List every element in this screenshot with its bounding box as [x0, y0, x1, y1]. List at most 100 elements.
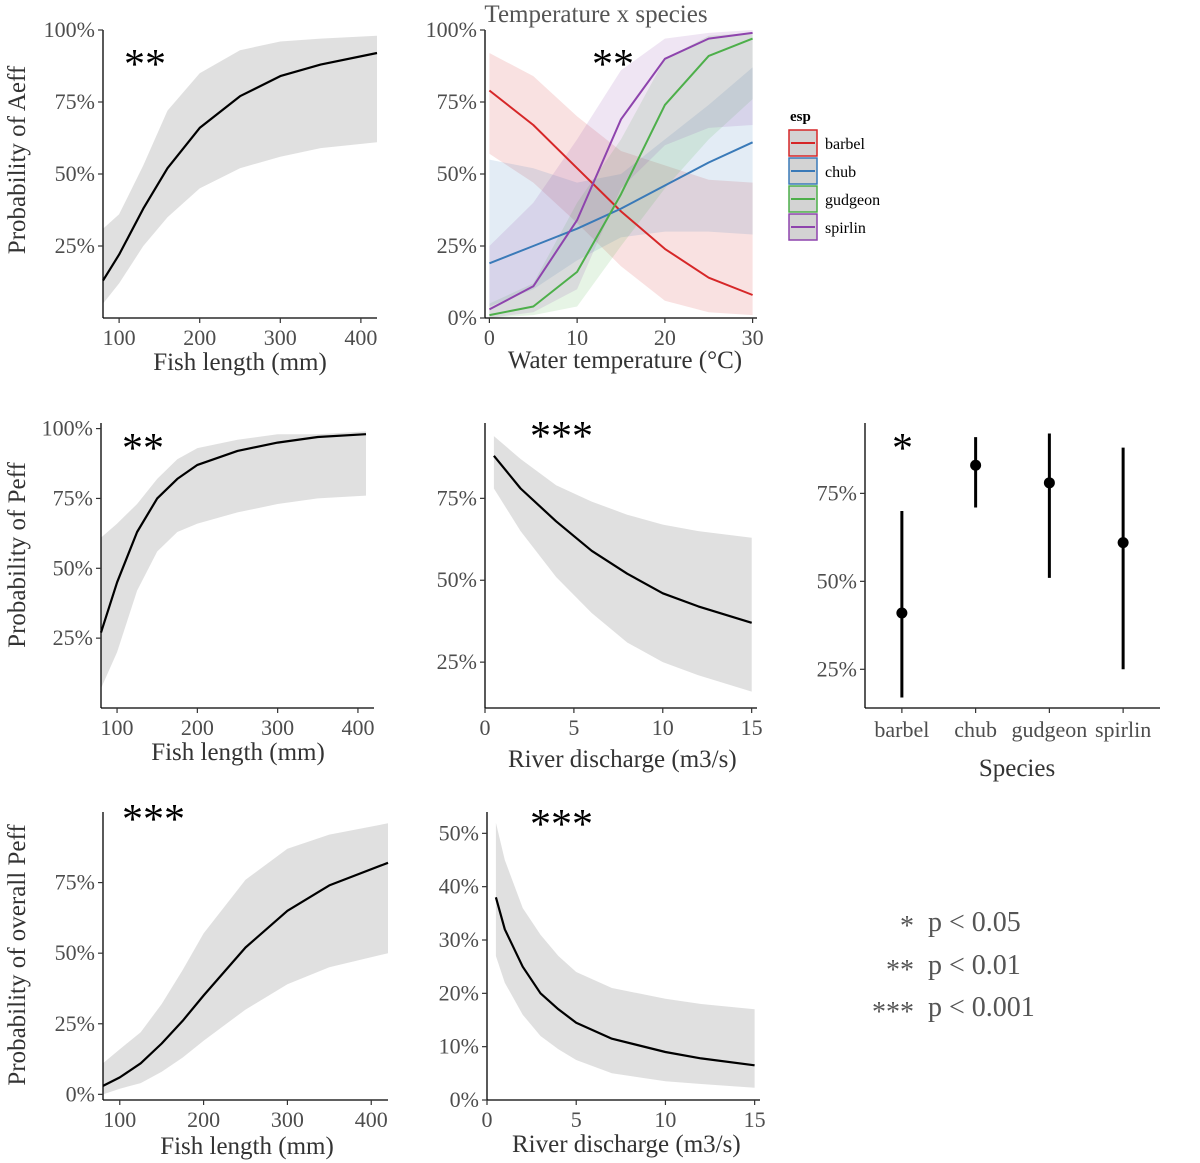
y-tick-label: 0%: [450, 1087, 479, 1112]
x-tick-label: spirlin: [1095, 717, 1151, 742]
y-tick-label: 25%: [817, 656, 857, 681]
x-tick-label: 15: [741, 715, 763, 740]
panel-overall-discharge: 0% 10% 20% 30% 40% 50% 0 5 10 15 *** River discha…: [439, 802, 766, 1158]
significance-key: * p < 0.05 ** p < 0.01 *** p < 0.001: [872, 907, 1035, 1028]
x-tick-label: 300: [264, 325, 297, 350]
y-tick-label: 50%: [437, 567, 477, 592]
x-tick-label: 100: [101, 715, 134, 740]
y-tick-label: 50%: [53, 555, 93, 580]
confidence-band-fit: [101, 431, 366, 689]
y-tick-label: 25%: [55, 1011, 95, 1036]
x-axis-title: Fish length (mm): [153, 349, 327, 376]
confidence-band-chub: [489, 67, 753, 307]
series-line-fit: [102, 861, 389, 1087]
panel-aeff-length: 25% 50% 75% 100% 100 200 300 400 ** Fish length…: [4, 17, 377, 376]
sig-stars: ***: [872, 997, 914, 1028]
x-tick-label: barbel: [874, 717, 929, 742]
y-tick-label: 25%: [53, 625, 93, 650]
y-tick-label: 100%: [426, 17, 477, 42]
legend-label-barbel: barbel: [825, 136, 866, 153]
legend-label-gudgeon: gudgeon: [825, 192, 880, 209]
significance-stars: **: [124, 42, 166, 88]
x-tick-label: 300: [261, 715, 294, 740]
y-axis-title: Probability of overall Peff: [4, 824, 31, 1086]
y-tick-label: 30%: [439, 927, 479, 952]
panel-title: Temperature x species: [484, 1, 707, 28]
x-tick-label: 20: [654, 325, 676, 350]
species-legend: esp barbel chub gudgeon spirlin: [788, 109, 880, 241]
significance-stars: **: [592, 42, 634, 88]
x-tick-label: 0: [484, 325, 495, 350]
y-tick-label: 25%: [55, 233, 95, 258]
y-tick-label: 50%: [55, 940, 95, 965]
y-tick-label: 50%: [55, 161, 95, 186]
point-chub: [970, 459, 982, 471]
x-tick-label: 5: [571, 1107, 582, 1132]
panel-peff-discharge: 25% 50% 75% 0 5 10 15 *** River discharge (m3/…: [437, 414, 763, 773]
panel-peff-species: 25% 50% 75% barbel chub gudgeon spirlin * Spec…: [817, 423, 1160, 782]
x-tick-label: 30: [742, 325, 764, 350]
y-tick-label: 0%: [66, 1081, 95, 1106]
confidence-band-fit: [493, 436, 752, 692]
legend-label-chub: chub: [825, 164, 856, 181]
x-tick-label: 300: [271, 1107, 304, 1132]
y-tick-label: 75%: [55, 870, 95, 895]
series-line-fit: [99, 433, 367, 633]
y-tick-label: 75%: [53, 485, 93, 510]
point-barbel: [896, 607, 908, 619]
confidence-band-fit: [103, 35, 377, 304]
y-tick-label: 40%: [439, 874, 479, 899]
significance-stars: ***: [530, 802, 593, 848]
legend-title: esp: [790, 109, 811, 125]
x-tick-label: 10: [654, 1107, 676, 1132]
y-tick-label: 25%: [437, 649, 477, 674]
y-tick-label: 50%: [439, 820, 479, 845]
y-tick-label: 25%: [437, 233, 477, 258]
x-tick-label: 200: [187, 1107, 220, 1132]
series-line-chub: [489, 141, 754, 265]
y-tick-label: 0%: [448, 305, 477, 330]
x-tick-label: 200: [183, 325, 216, 350]
point-gudgeon: [1043, 477, 1055, 489]
y-tick-label: 75%: [437, 485, 477, 510]
y-tick-label: 50%: [817, 568, 857, 593]
x-axis-title: Water temperature (°C): [508, 347, 742, 374]
x-tick-label: 200: [181, 715, 214, 740]
x-tick-label: 400: [355, 1107, 388, 1132]
x-tick-label: 0: [482, 1107, 493, 1132]
confidence-band-fit: [103, 823, 388, 1095]
y-tick-label: 75%: [817, 480, 857, 505]
x-tick-label: 100: [103, 1107, 136, 1132]
sig-stars: **: [886, 955, 914, 986]
y-tick-label: 100%: [42, 416, 93, 441]
y-tick-label: 75%: [437, 89, 477, 114]
panel-overall-length: 0% 25% 50% 75% 100 200 300 400 *** Fish length …: [4, 797, 389, 1160]
x-tick-label: gudgeon: [1011, 717, 1087, 742]
significance-stars: ***: [530, 414, 593, 460]
x-tick-label: 15: [744, 1107, 766, 1132]
y-axis-title: Probability of Aeff: [4, 65, 31, 254]
series-line-gudgeon: [489, 37, 753, 317]
confidence-band-gudgeon: [489, 32, 753, 319]
sig-label: p < 0.001: [928, 992, 1035, 1023]
series-line-fit: [102, 51, 378, 282]
point-spirlin: [1117, 537, 1129, 549]
x-axis-title: Species: [979, 755, 1055, 782]
y-tick-label: 50%: [437, 161, 477, 186]
significance-stars: *: [892, 426, 913, 472]
sig-stars: *: [900, 911, 914, 942]
confidence-band-spirlin: [489, 30, 753, 318]
y-tick-label: 100%: [44, 17, 95, 42]
panel-aeff-temp: 0% 25% 50% 75% 100% 0 10 20 30 Temperature x spe…: [426, 1, 880, 374]
x-tick-label: 400: [341, 715, 374, 740]
y-tick-label: 75%: [55, 89, 95, 114]
x-axis-title: Fish length (mm): [160, 1133, 334, 1160]
x-tick-label: 400: [344, 325, 377, 350]
series-line-fit: [494, 897, 755, 1067]
panel-peff-length: 25% 50% 75% 100% 100 200 300 400 ** Fish length…: [4, 416, 374, 766]
y-tick-label: 10%: [439, 1034, 479, 1059]
y-axis-title: Probability of Peff: [4, 462, 31, 648]
x-tick-label: 5: [568, 715, 579, 740]
confidence-band-barbel: [489, 53, 753, 316]
